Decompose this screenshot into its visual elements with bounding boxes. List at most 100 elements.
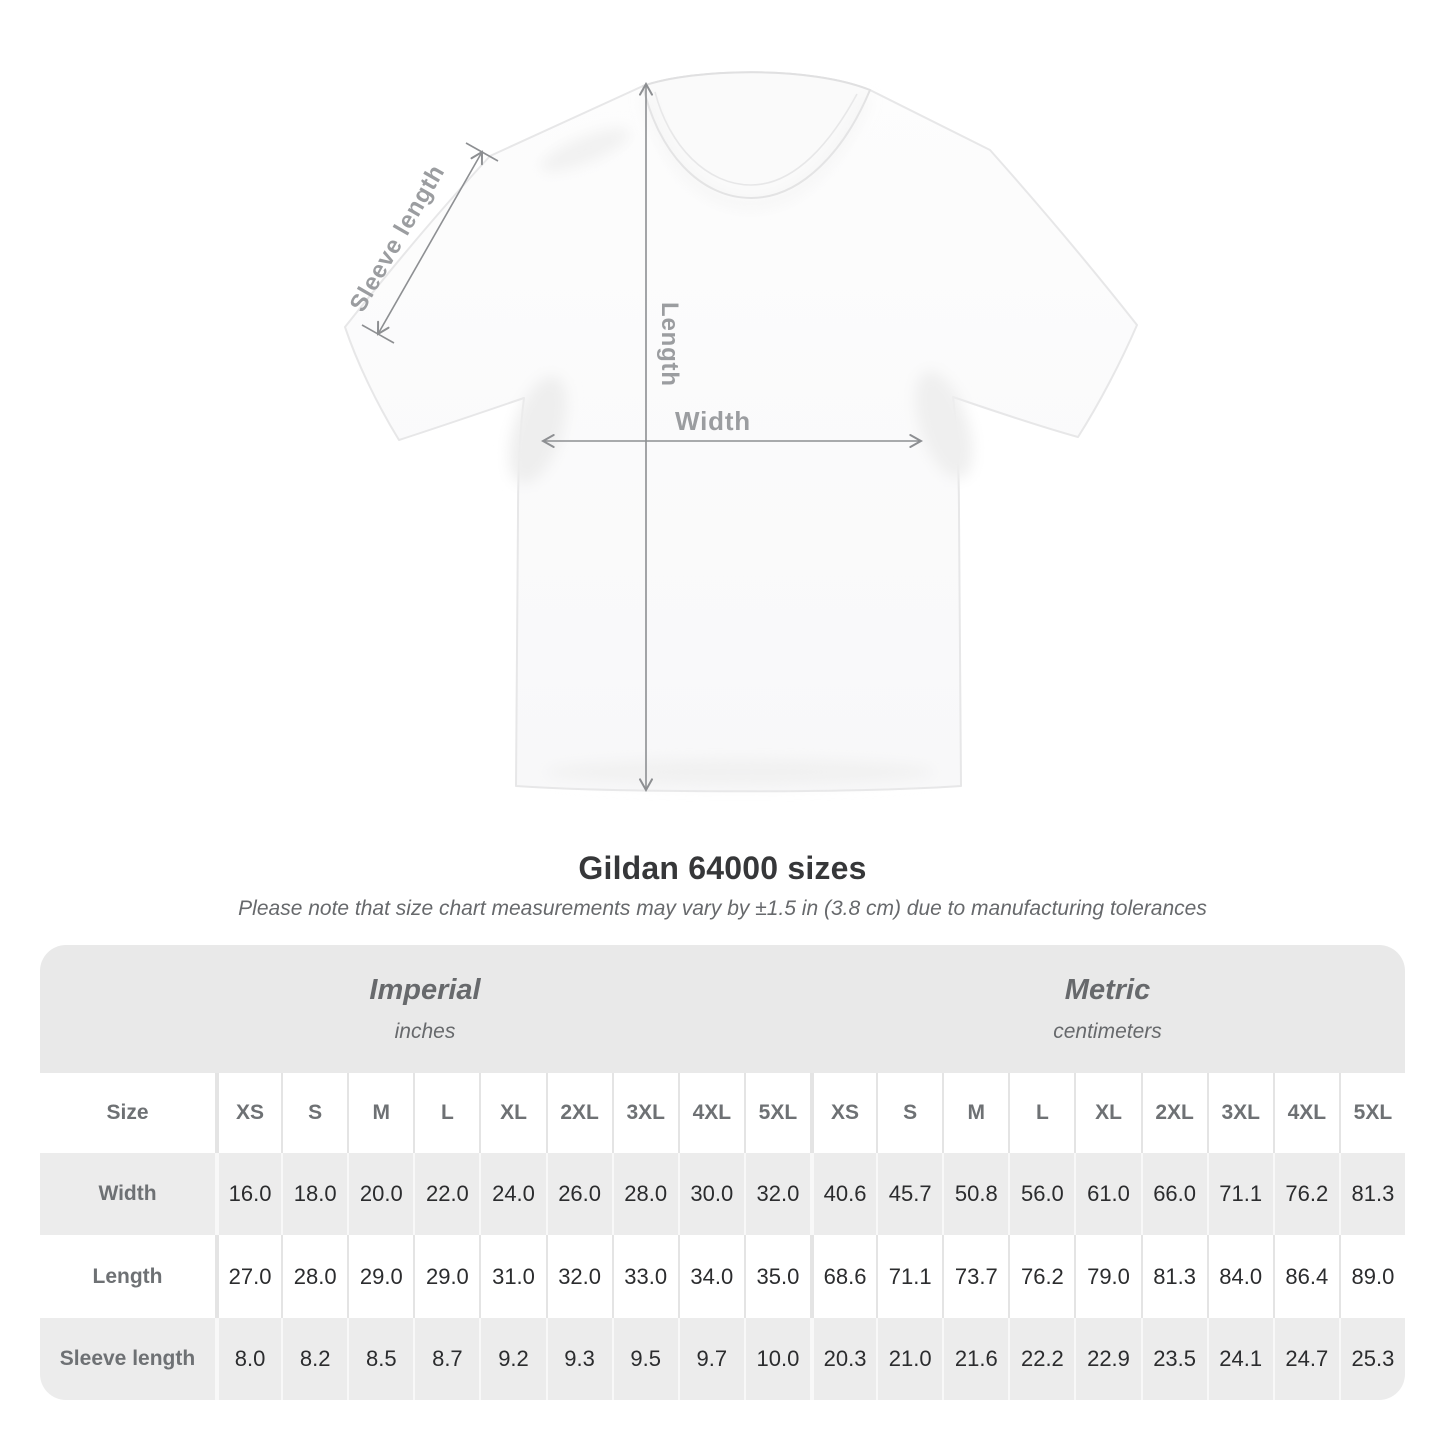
size-header-cell-metric: XL (1074, 1073, 1141, 1153)
value-cell: 66.0 (1140, 1153, 1207, 1235)
collar-shadow (643, 95, 869, 207)
value-cell: 30.0 (677, 1153, 744, 1235)
value-cell: 32.0 (743, 1153, 810, 1235)
page-title: Gildan 64000 sizes (578, 850, 867, 886)
imperial-group-unit: inches (394, 1020, 456, 1043)
size-header-cell-imperial: XS (215, 1073, 282, 1153)
tshirt-diagram: Width Length Sleeve length (344, 71, 1138, 793)
value-cell: 28.0 (281, 1235, 348, 1318)
value-cell: 8.0 (215, 1318, 282, 1400)
value-cell: 9.3 (545, 1318, 612, 1400)
value-cell: 45.7 (876, 1153, 943, 1235)
value-cell: 73.7 (942, 1235, 1009, 1318)
imperial-group-header: Imperial inches (40, 945, 810, 1073)
value-cell: 21.0 (876, 1318, 943, 1400)
value-cell: 22.9 (1074, 1318, 1141, 1400)
value-cell: 76.2 (1008, 1235, 1075, 1318)
value-cell: 81.3 (1338, 1153, 1405, 1235)
width-label: Width (675, 406, 751, 436)
sleeve-arrow-tick-top (465, 142, 499, 162)
value-cell: 21.6 (942, 1318, 1009, 1400)
tshirt-image (344, 71, 1138, 793)
size-header-cell-metric: S (876, 1073, 943, 1153)
value-cell: 71.1 (876, 1235, 943, 1318)
size-header-cell-imperial: L (413, 1073, 480, 1153)
metric-group-unit: centimeters (1053, 1020, 1162, 1043)
shading-right-armpit (915, 371, 973, 479)
size-header-cell-imperial: S (281, 1073, 348, 1153)
value-cell: 24.1 (1206, 1318, 1273, 1400)
value-cell: 9.5 (611, 1318, 678, 1400)
value-cell: 27.0 (215, 1235, 282, 1318)
page-subtitle: Please note that size chart measurements… (238, 897, 1207, 920)
row-label: Sleeve length (40, 1318, 215, 1400)
value-cell: 16.0 (215, 1153, 282, 1235)
sleeve-arrow-tick-bottom (361, 324, 395, 344)
size-header-cell-metric: 2XL (1140, 1073, 1207, 1153)
value-cell: 9.7 (677, 1318, 744, 1400)
value-cell: 29.0 (347, 1235, 414, 1318)
value-cell: 8.7 (413, 1318, 480, 1400)
tshirt-body-shape (344, 71, 1138, 793)
value-cell: 50.8 (942, 1153, 1009, 1235)
size-header-cell-imperial: M (347, 1073, 414, 1153)
value-cell: 56.0 (1008, 1153, 1075, 1235)
shading-left-armpit (509, 376, 567, 484)
shading-left-shoulder (540, 128, 630, 172)
size-header-cell-imperial: 3XL (611, 1073, 678, 1153)
value-cell: 22.2 (1008, 1318, 1075, 1400)
collar-inner-seam (654, 91, 858, 186)
value-cell: 76.2 (1272, 1153, 1339, 1235)
value-cell: 32.0 (545, 1235, 612, 1318)
value-cell: 34.0 (677, 1235, 744, 1318)
size-header-cell-metric: L (1008, 1073, 1075, 1153)
value-cell: 28.0 (611, 1153, 678, 1235)
size-header-cell-metric: 5XL (1338, 1073, 1405, 1153)
value-cell: 24.7 (1272, 1318, 1339, 1400)
value-cell: 81.3 (1140, 1235, 1207, 1318)
value-cell: 8.2 (281, 1318, 348, 1400)
size-header-cell-imperial: 5XL (743, 1073, 810, 1153)
metric-group-label: Metric (1064, 974, 1151, 1006)
size-header-cell-metric: M (942, 1073, 1009, 1153)
size-header-cell-imperial: 4XL (677, 1073, 744, 1153)
size-header-cell-imperial: 2XL (545, 1073, 612, 1153)
value-cell: 68.6 (810, 1235, 877, 1318)
size-header-cell-imperial: XL (479, 1073, 546, 1153)
value-cell: 61.0 (1074, 1153, 1141, 1235)
size-header-cell-metric: 4XL (1272, 1073, 1339, 1153)
value-cell: 26.0 (545, 1153, 612, 1235)
row-label: Width (40, 1153, 215, 1235)
imperial-group-label: Imperial (369, 974, 481, 1006)
value-cell: 29.0 (413, 1235, 480, 1318)
shading-hem (545, 759, 935, 785)
value-cell: 23.5 (1140, 1318, 1207, 1400)
value-cell: 20.0 (347, 1153, 414, 1235)
value-cell: 8.5 (347, 1318, 414, 1400)
value-cell: 22.0 (413, 1153, 480, 1235)
length-label: Length (656, 302, 683, 387)
row-label: Length (40, 1235, 215, 1318)
metric-group-header: Metric centimeters (810, 945, 1405, 1073)
size-table: Imperial inches Metric centimeters Size X… (40, 945, 1405, 1400)
sleeve-length-arrow (378, 152, 482, 334)
value-cell: 84.0 (1206, 1235, 1273, 1318)
value-cell: 79.0 (1074, 1235, 1141, 1318)
value-cell: 89.0 (1338, 1235, 1405, 1318)
value-cell: 10.0 (743, 1318, 810, 1400)
value-cell: 24.0 (479, 1153, 546, 1235)
value-cell: 33.0 (611, 1235, 678, 1318)
value-cell: 31.0 (479, 1235, 546, 1318)
value-cell: 86.4 (1272, 1235, 1339, 1318)
value-cell: 18.0 (281, 1153, 348, 1235)
size-header-cell-metric: XS (810, 1073, 877, 1153)
value-cell: 20.3 (810, 1318, 877, 1400)
size-column-header: Size (40, 1073, 215, 1153)
value-cell: 71.1 (1206, 1153, 1273, 1235)
value-cell: 9.2 (479, 1318, 546, 1400)
value-cell: 25.3 (1338, 1318, 1405, 1400)
size-header-cell-metric: 3XL (1206, 1073, 1273, 1153)
value-cell: 35.0 (743, 1235, 810, 1318)
value-cell: 40.6 (810, 1153, 877, 1235)
